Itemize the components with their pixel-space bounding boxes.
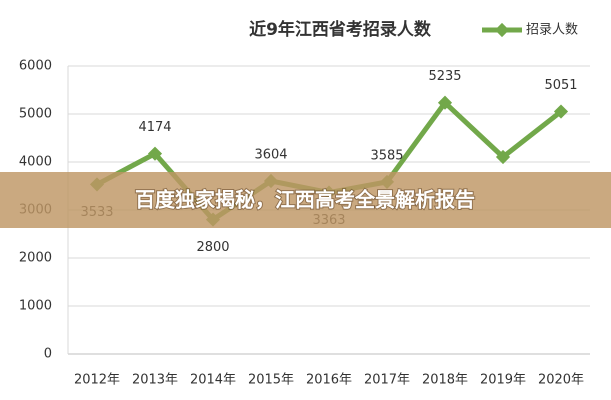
data-label: 2800 bbox=[196, 240, 229, 255]
legend: 招录人数 bbox=[482, 23, 578, 38]
banner-text: 百度独家揭秘，江西高考全景解析报告 bbox=[135, 188, 475, 212]
y-tick-label: 1000 bbox=[19, 299, 52, 314]
data-label: 4174 bbox=[138, 120, 171, 135]
marker bbox=[495, 149, 511, 165]
marker bbox=[147, 146, 163, 161]
x-tick-label: 2014年 bbox=[190, 373, 236, 388]
y-tick-label: 4000 bbox=[19, 155, 52, 170]
y-tick-label: 6000 bbox=[19, 59, 52, 74]
x-tick-label: 2015年 bbox=[248, 373, 294, 388]
chart-title: 近9年江西省考招录人数 bbox=[249, 19, 432, 40]
banner bbox=[0, 172, 611, 228]
data-label: 5235 bbox=[428, 69, 461, 84]
data-label: 5051 bbox=[544, 78, 577, 93]
data-label: 3585 bbox=[370, 148, 403, 163]
legend-label: 招录人数 bbox=[526, 23, 578, 38]
x-tick-label: 2019年 bbox=[480, 373, 526, 388]
x-tick-label: 2016年 bbox=[306, 373, 352, 388]
y-tick-label: 0 bbox=[44, 347, 52, 362]
data-label: 3604 bbox=[254, 148, 287, 163]
y-tick-label: 5000 bbox=[19, 107, 52, 122]
marker bbox=[553, 104, 569, 119]
x-tick-label: 2018年 bbox=[422, 373, 468, 388]
x-tick-label: 2020年 bbox=[538, 373, 584, 388]
marker bbox=[437, 95, 453, 110]
x-tick-label: 2017年 bbox=[364, 373, 410, 388]
legend-marker bbox=[494, 22, 510, 38]
x-tick-label: 2013年 bbox=[132, 373, 178, 388]
x-tick-label: 2012年 bbox=[74, 373, 120, 388]
y-tick-label: 2000 bbox=[19, 251, 52, 266]
